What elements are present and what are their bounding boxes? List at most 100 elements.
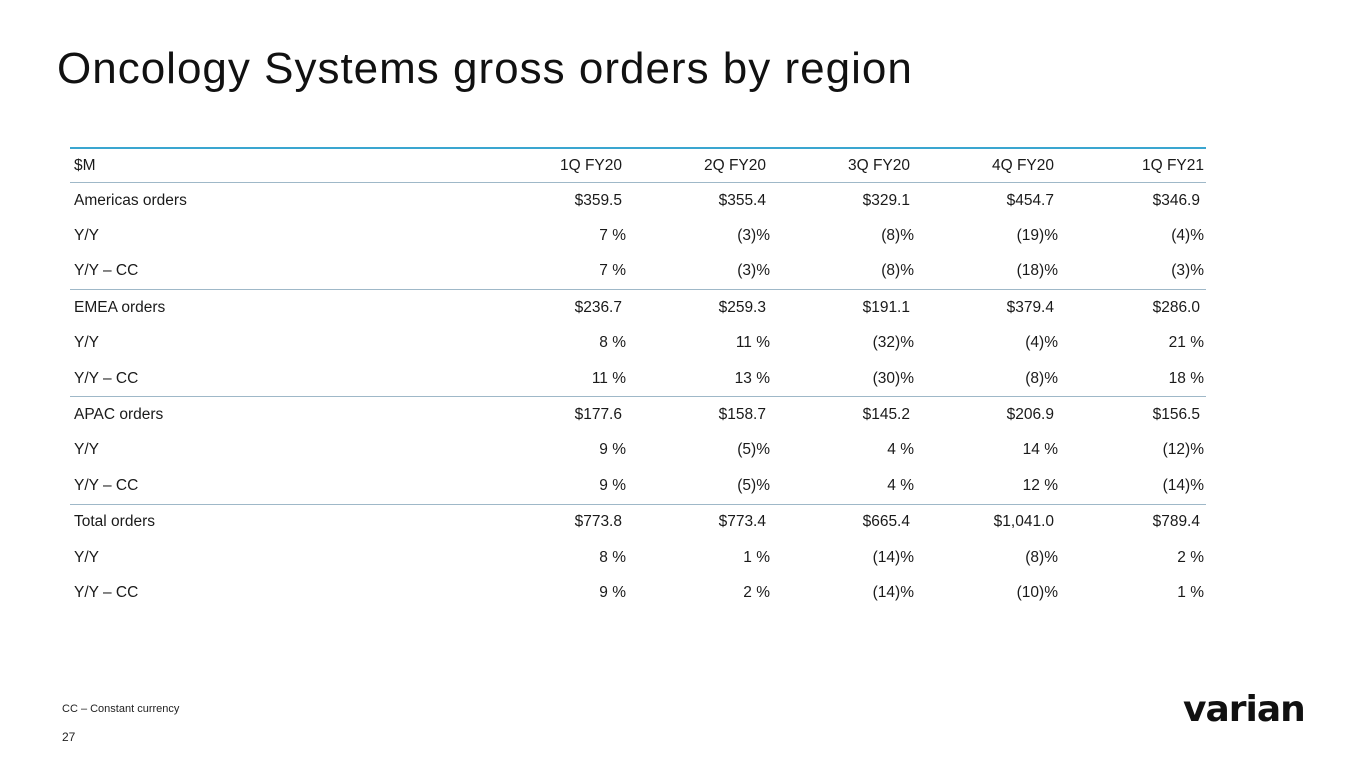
table-cell: (14)%: [872, 548, 914, 566]
logo-wordmark: varian: [1183, 694, 1305, 728]
table-cell: (30)%: [772, 360, 916, 398]
row-label: Y/Y – CC: [74, 583, 139, 601]
table-cell: $1,041.0: [993, 513, 1054, 531]
table-cell: 7 %: [494, 253, 628, 291]
table-cell: (3)%: [628, 253, 772, 291]
table-row: APAC orders $177.6 $158.7 $145.2 $206.9 $156.…: [70, 397, 1206, 433]
row-label: Y/Y – CC: [70, 253, 494, 291]
orders-table-container: $M 1Q FY20 2Q FY20 3Q FY20 4Q FY20 1Q FY…: [70, 147, 1206, 611]
varian-logo-icon: varian: [1183, 689, 1306, 730]
table-cell: 13 %: [628, 360, 772, 398]
row-label: Y/Y: [74, 548, 99, 566]
table-row: Total orders $773.8 $773.4 $665.4 $1,041.0 $7…: [70, 504, 1206, 540]
table-cell: (14)%: [1060, 468, 1206, 505]
table-cell: $329.1: [862, 191, 910, 209]
orders-table: $M 1Q FY20 2Q FY20 3Q FY20 4Q FY20 1Q FY…: [70, 149, 1206, 611]
table-cell: 8 %: [599, 334, 626, 352]
table-cell: 21 %: [1168, 334, 1204, 352]
table-row: Y/Y – CC 9 % (5)% 4 % 12 % (14)%: [70, 468, 1206, 505]
table-cell: $665.4: [862, 513, 910, 531]
row-label: Total orders: [74, 513, 155, 531]
table-cell: (14)%: [872, 583, 914, 601]
table-cell: $206.9: [1006, 406, 1054, 424]
table-cell: 11 %: [494, 360, 628, 398]
row-label: Y/Y – CC: [70, 360, 494, 398]
table-cell: (5)%: [628, 468, 772, 505]
table-cell: 9 %: [599, 583, 626, 601]
footnote: CC – Constant currency: [62, 703, 180, 715]
table-cell: $359.5: [574, 191, 622, 209]
table-cell: (4)%: [1171, 227, 1204, 245]
table-row: Y/Y – CC 11 % 13 % (30)% (8)% 18 %: [70, 360, 1206, 398]
table-cell: 8 %: [599, 548, 626, 566]
table-row: EMEA orders $236.7 $259.3 $191.1 $379.4 $286.…: [70, 290, 1206, 326]
row-label: Y/Y: [74, 334, 99, 352]
table-row: Y/Y – CC 7 % (3)% (8)% (18)% (3)%: [70, 253, 1206, 291]
table-cell: (8)%: [772, 253, 916, 291]
table-cell: $158.7: [718, 406, 766, 424]
table-cell: $355.4: [718, 191, 766, 209]
table-cell: 12 %: [916, 468, 1060, 505]
table-cell: $177.6: [574, 406, 622, 424]
table-cell: $156.5: [1152, 406, 1200, 424]
table-row: Americas orders $359.5 $355.4 $329.1 $454.7 $…: [70, 183, 1206, 219]
table-cell: 7 %: [599, 227, 626, 245]
table-cell: $773.4: [718, 513, 766, 531]
table-cell: 18 %: [1060, 360, 1206, 398]
table-cell: $286.0: [1152, 298, 1200, 316]
table-cell: 2 %: [1177, 548, 1204, 566]
table-cell: $346.9: [1152, 191, 1200, 209]
table-cell: $379.4: [1006, 298, 1054, 316]
header-col: 3Q FY20: [772, 149, 916, 183]
table-cell: (12)%: [1162, 441, 1204, 459]
table-cell: $454.7: [1006, 191, 1054, 209]
table-cell: (10)%: [1016, 583, 1058, 601]
table-cell: (32)%: [872, 334, 914, 352]
table-cell: $236.7: [574, 298, 622, 316]
header-unit: $M: [70, 149, 494, 183]
table-cell: (8)%: [1025, 548, 1058, 566]
table-cell: (4)%: [1025, 334, 1058, 352]
table-cell: 4 %: [772, 468, 916, 505]
row-label: APAC orders: [74, 406, 164, 424]
table-cell: 1 %: [1177, 583, 1204, 601]
header-col: 1Q FY20: [494, 149, 628, 183]
table-header-row: $M 1Q FY20 2Q FY20 3Q FY20 4Q FY20 1Q FY…: [70, 149, 1206, 183]
table-body: Americas orders $359.5 $355.4 $329.1 $454.7 $…: [70, 183, 1206, 611]
table-row: Y/Y 7 % (3)% (8)% (19)% (4)%: [70, 218, 1206, 253]
table-cell: 9 %: [494, 468, 628, 505]
table-cell: $789.4: [1152, 513, 1200, 531]
table-cell: 4 %: [887, 441, 914, 459]
table-cell: (5)%: [737, 441, 770, 459]
table-cell: 14 %: [1022, 441, 1058, 459]
table-cell: 2 %: [743, 583, 770, 601]
table-cell: (8)%: [916, 360, 1060, 398]
table-cell: $259.3: [718, 298, 766, 316]
row-label: Y/Y – CC: [70, 468, 494, 505]
table-cell: $191.1: [862, 298, 910, 316]
page-number: 27: [62, 730, 76, 744]
header-col: 1Q FY21: [1060, 149, 1206, 183]
table-row: Y/Y – CC 9 % 2 % (14)% (10)% 1 %: [70, 575, 1206, 610]
table-cell: (19)%: [1016, 227, 1058, 245]
table-row: Y/Y 8 % 1 % (14)% (8)% 2 %: [70, 540, 1206, 575]
table-cell: $145.2: [862, 406, 910, 424]
varian-logo: varian: [1183, 689, 1317, 733]
table-cell: (3)%: [1060, 253, 1206, 291]
header-col: 2Q FY20: [628, 149, 772, 183]
table-cell: (18)%: [916, 253, 1060, 291]
table-cell: 11 %: [735, 334, 770, 352]
row-label: Y/Y: [74, 227, 99, 245]
table-cell: (8)%: [881, 227, 914, 245]
row-label: Americas orders: [74, 191, 187, 209]
row-label: EMEA orders: [74, 298, 166, 316]
header-col: 4Q FY20: [916, 149, 1060, 183]
table-cell: $773.8: [574, 513, 622, 531]
table-cell: 9 %: [599, 441, 626, 459]
page-title: Oncology Systems gross orders by region: [57, 44, 913, 93]
row-label: Y/Y: [74, 441, 99, 459]
table-cell: 1 %: [743, 548, 770, 566]
table-cell: (3)%: [737, 227, 770, 245]
table-row: Y/Y 8 % 11 % (32)% (4)% 21 %: [70, 326, 1206, 361]
table-row: Y/Y 9 % (5)% 4 % 14 % (12)%: [70, 433, 1206, 468]
